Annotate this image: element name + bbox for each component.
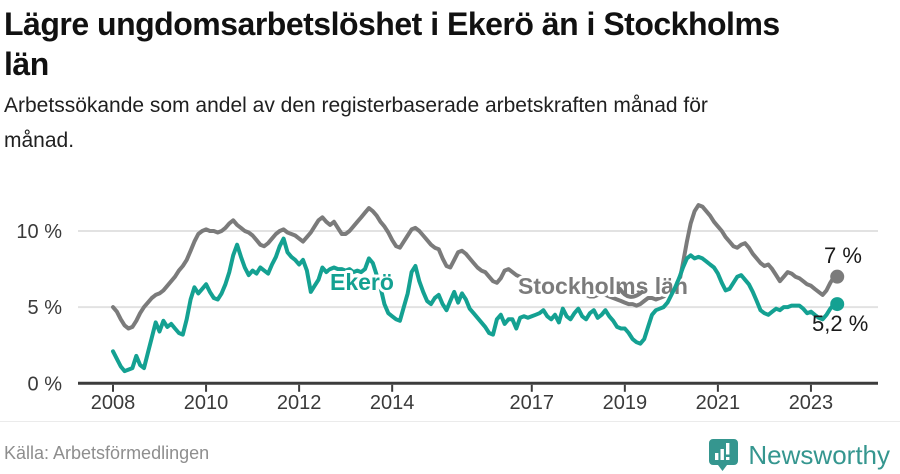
chart-subtitle-line2: månad. <box>4 129 75 152</box>
logo-barchart-icon <box>715 443 730 460</box>
series-line-stockholms-lan <box>111 203 837 331</box>
series-end-value-label: 7 % <box>824 243 862 268</box>
chart-subtitle-line1: Arbetssökande som andel av den registerb… <box>4 94 708 117</box>
series-end-value-label: 5,2 % <box>812 311 868 336</box>
chart-subtitle: Arbetssökande som andel av den registerb… <box>4 88 896 158</box>
chart-title: Lägre ungdomsarbetslöshet i Ekerö än i S… <box>4 4 896 84</box>
x-tick-label: 2012 <box>277 392 322 414</box>
series-end-dot <box>830 297 845 312</box>
x-tick-label: 2008 <box>91 392 136 414</box>
x-tick-label: 2010 <box>184 392 229 414</box>
x-tick-label: 2019 <box>603 392 648 414</box>
chart-title-line2: län <box>4 46 49 82</box>
x-tick-label: 2023 <box>789 392 834 414</box>
y-tick-label: 0 % <box>28 373 63 395</box>
line-chart: 0 % 5 % 10 % 2008 2010 2012 2014 2017 2019 2021 20… <box>16 203 878 414</box>
footer-divider <box>0 421 900 422</box>
series-name-label: Ekerö <box>330 269 394 295</box>
series-name-label: Stockholms län <box>518 273 688 299</box>
y-tick-label: 5 % <box>28 297 63 319</box>
brand-lockup: Newsworthy <box>708 438 890 472</box>
label-pointer-arrow <box>618 287 644 299</box>
source-note: Källa: Arbetsförmedlingen <box>4 443 210 463</box>
chart-title-line1: Lägre ungdomsarbetslöshet i Ekerö än i S… <box>4 6 780 42</box>
series-end-dot <box>830 269 845 284</box>
x-tick-label: 2017 <box>510 392 555 414</box>
brand-name: Newsworthy <box>748 439 890 470</box>
x-tick-label: 2014 <box>370 392 415 414</box>
newsworthy-logo <box>709 439 739 471</box>
y-tick-label: 10 % <box>16 221 62 243</box>
x-tick-label: 2021 <box>696 392 741 414</box>
series-line-ekero <box>111 236 837 374</box>
